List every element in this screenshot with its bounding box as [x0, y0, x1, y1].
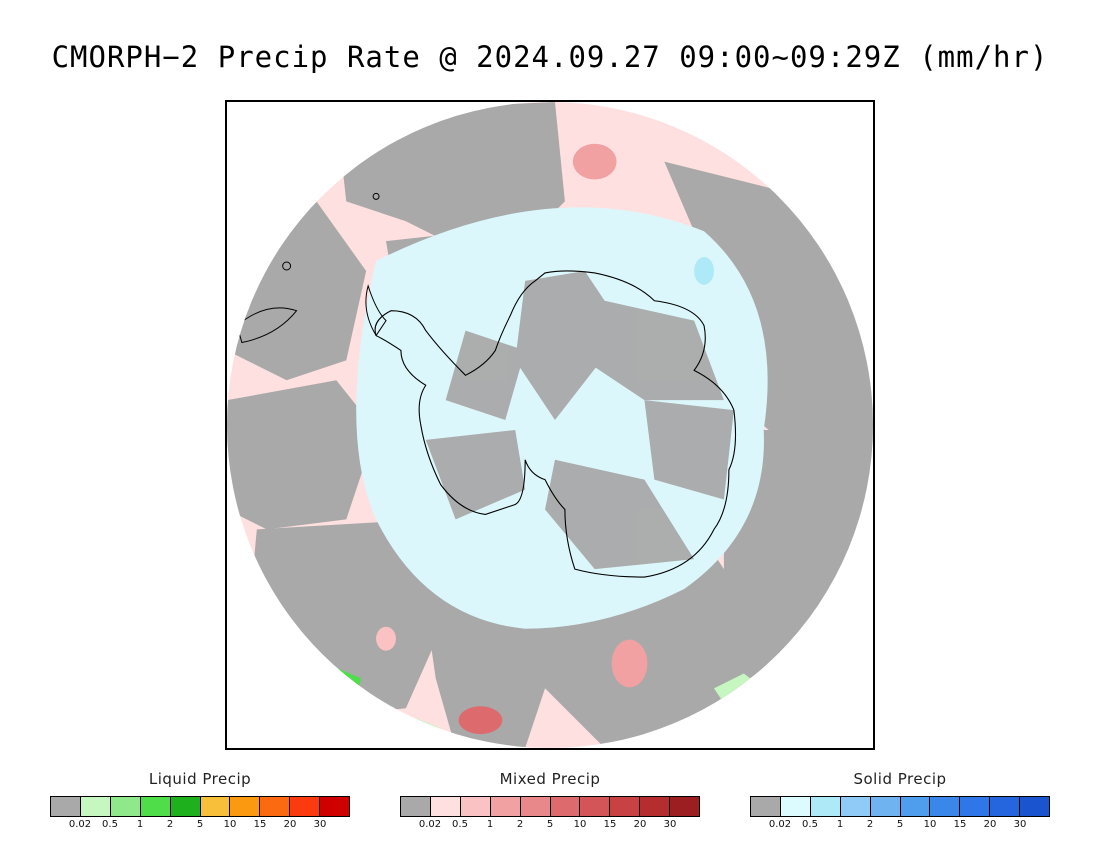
- legend-ticks-solid: 0.02 0.5 1 2 5 10 15 20 30: [750, 817, 1050, 833]
- legend-swatch: [780, 797, 811, 816]
- legend-tick-label: 0.5: [802, 819, 818, 830]
- legend-swatch: [1020, 797, 1050, 816]
- legend-swatch: [460, 797, 491, 816]
- legend-liquid: Liquid Precip 0.02 0.5 1 2 5 10 15 20 30: [50, 770, 350, 833]
- legend-tick-label: 0.02: [68, 819, 92, 830]
- legend-swatch: [320, 797, 350, 816]
- map-title: CMORPH−2 Precip Rate @ 2024.09.27 09:00~…: [51, 40, 1049, 74]
- mixed-precip-patches: [376, 143, 648, 735]
- island-outline: [372, 192, 380, 200]
- legend-swatch: [670, 797, 700, 816]
- legend-tick-label: 1: [836, 819, 844, 830]
- legend-tick-label: 15: [253, 819, 267, 830]
- legend-ticks-liquid: 0.02 0.5 1 2 5 10 15 20 30: [50, 817, 350, 833]
- antarctica-coastline: [374, 270, 737, 578]
- legend-swatch: [520, 797, 551, 816]
- legend-tick-label: 10: [223, 819, 237, 830]
- precip-map[interactable]: [225, 100, 875, 750]
- legend-tick-label: 5: [546, 819, 554, 830]
- legend-swatch: [490, 797, 521, 816]
- legend-swatch: [430, 797, 461, 816]
- legend-swatch: [80, 797, 111, 816]
- polar-map-canvas: [227, 102, 873, 748]
- legend-tick-label: 30: [663, 819, 677, 830]
- legend-tick-label: 0.02: [768, 819, 792, 830]
- legend-swatches-mixed: [400, 796, 700, 817]
- legend-swatch: [580, 797, 611, 816]
- legend-tick-label: 5: [196, 819, 204, 830]
- legend-tick-label: 0.02: [418, 819, 442, 830]
- legend-title-solid: Solid Precip: [853, 770, 947, 788]
- legend-ticks-mixed: 0.02 0.5 1 2 5 10 15 20 30: [400, 817, 700, 833]
- legend-swatch: [170, 797, 201, 816]
- legend-tick-label: 20: [983, 819, 997, 830]
- legend-swatches-liquid: [50, 796, 350, 817]
- legend-tick-label: 10: [923, 819, 937, 830]
- south-america-tip: [236, 307, 298, 344]
- antarctic-peninsula: [365, 284, 387, 337]
- legend-tick-label: 2: [866, 819, 874, 830]
- legend-title-liquid: Liquid Precip: [148, 770, 252, 788]
- legend-tick-label: 10: [573, 819, 587, 830]
- legend-swatch: [610, 797, 641, 816]
- legend-swatch: [550, 797, 581, 816]
- legend-title-mixed: Mixed Precip: [499, 770, 601, 788]
- legend-tick-label: 0.5: [102, 819, 118, 830]
- legend-swatch: [870, 797, 901, 816]
- legend-tick-label: 20: [633, 819, 647, 830]
- legend-tick-label: 30: [313, 819, 327, 830]
- legend-tick-label: 30: [1013, 819, 1027, 830]
- legend-swatch: [290, 797, 321, 816]
- legend-swatches-solid: [750, 796, 1050, 817]
- legend-swatch: [640, 797, 671, 816]
- legend-swatch: [930, 797, 961, 816]
- island-outline: [282, 261, 292, 271]
- legend-swatch: [900, 797, 931, 816]
- legend-tick-label: 1: [486, 819, 494, 830]
- legend-tick-label: 15: [603, 819, 617, 830]
- legend-swatch: [960, 797, 991, 816]
- legend-tick-label: 20: [283, 819, 297, 830]
- legend-swatch: [140, 797, 171, 816]
- legend-tick-label: 2: [516, 819, 524, 830]
- legend-swatch: [260, 797, 291, 816]
- legend-swatch: [200, 797, 231, 816]
- legend-swatch: [840, 797, 871, 816]
- solid-precip-patch: [694, 257, 714, 285]
- legend-solid: Solid Precip 0.02 0.5 1 2 5 10 15 20 30: [750, 770, 1050, 833]
- legend-swatch: [230, 797, 261, 816]
- legend-swatch: [810, 797, 841, 816]
- legend-swatch: [401, 797, 431, 816]
- legend-swatch: [751, 797, 781, 816]
- continent-grey-streaks: [425, 270, 734, 570]
- legend-swatch: [51, 797, 81, 816]
- legend-tick-label: 1: [136, 819, 144, 830]
- legend-swatch: [110, 797, 141, 816]
- legend-tick-label: 0.5: [452, 819, 468, 830]
- legend-tick-label: 15: [953, 819, 967, 830]
- legend-mixed: Mixed Precip 0.02 0.5 1 2 5 10 15 20 30: [400, 770, 700, 833]
- legend-swatch: [990, 797, 1021, 816]
- legend-tick-label: 2: [166, 819, 174, 830]
- legend-tick-label: 5: [896, 819, 904, 830]
